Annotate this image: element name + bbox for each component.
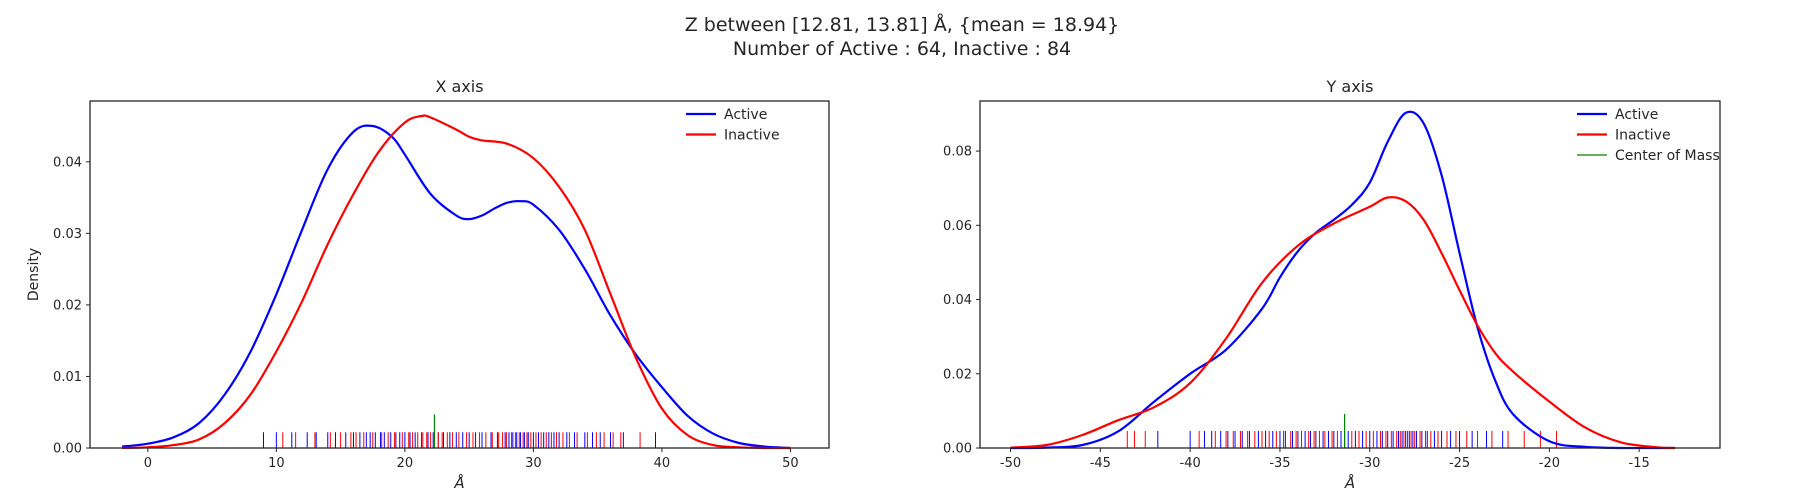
series-line-inactive xyxy=(122,114,791,450)
legend-label: Inactive xyxy=(1615,128,1671,144)
x-axis-panel: X axis 0 10 20 30 40 50 0.00 0.01 0.02 0.03 0.04 Å De… xyxy=(26,77,830,492)
legend-label: Center of Mass xyxy=(1615,148,1720,164)
plot-frame xyxy=(979,100,1721,449)
figure-title-line1: Z between [12.81, 13.81] Å, {mean = 18.9… xyxy=(685,13,1120,36)
x-axis-label: Å xyxy=(453,473,464,492)
x-tick-label: 10 xyxy=(268,456,285,471)
series-line-active xyxy=(121,124,791,450)
series-line-active xyxy=(1010,110,1676,450)
x-tick-label: -15 xyxy=(1629,456,1650,471)
y-axis-panel: Y axis -50 -45 -40 -35 -30 -25 -20 -15 0.00 0.02 0.… xyxy=(943,77,1721,492)
x-axis-label: Å xyxy=(1344,473,1355,492)
y-tick-label: 0.01 xyxy=(53,370,82,385)
y-tick-label: 0.08 xyxy=(943,145,972,160)
figure-title-line2: Number of Active : 64, Inactive : 84 xyxy=(733,38,1071,60)
x-tick-label: -25 xyxy=(1449,456,1470,471)
legend-label: Active xyxy=(724,107,767,123)
x-tick-label: 0 xyxy=(144,456,152,471)
plot-frame xyxy=(89,100,830,449)
y-tick-label: 0.02 xyxy=(943,367,972,382)
legend-label: Active xyxy=(1615,107,1658,123)
x-tick-label: 30 xyxy=(525,456,542,471)
y-tick-label: 0.03 xyxy=(53,227,82,242)
x-tick-label: -45 xyxy=(1090,456,1111,471)
x-tick-label: -35 xyxy=(1269,456,1290,471)
x-tick-label: 50 xyxy=(782,456,799,471)
x-tick-label: 40 xyxy=(654,456,671,471)
panel-title: X axis xyxy=(435,77,483,96)
x-tick-label: -40 xyxy=(1180,456,1201,471)
y-axis-label: Density xyxy=(26,248,42,301)
y-tick-label: 0.04 xyxy=(943,293,972,308)
panel-title: Y axis xyxy=(1326,77,1374,96)
y-tick-label: 0.06 xyxy=(943,219,972,234)
x-tick-label: -50 xyxy=(1000,456,1021,471)
x-tick-label: -30 xyxy=(1359,456,1380,471)
series-line-inactive xyxy=(1010,196,1676,450)
x-tick-label: 20 xyxy=(397,456,414,471)
y-tick-label: 0.00 xyxy=(943,442,972,457)
y-tick-label: 0.04 xyxy=(53,155,82,170)
y-tick-label: 0.02 xyxy=(53,298,82,313)
x-tick-label: -20 xyxy=(1539,456,1560,471)
y-tick-label: 0.00 xyxy=(53,442,82,457)
legend-label: Inactive xyxy=(724,128,780,144)
